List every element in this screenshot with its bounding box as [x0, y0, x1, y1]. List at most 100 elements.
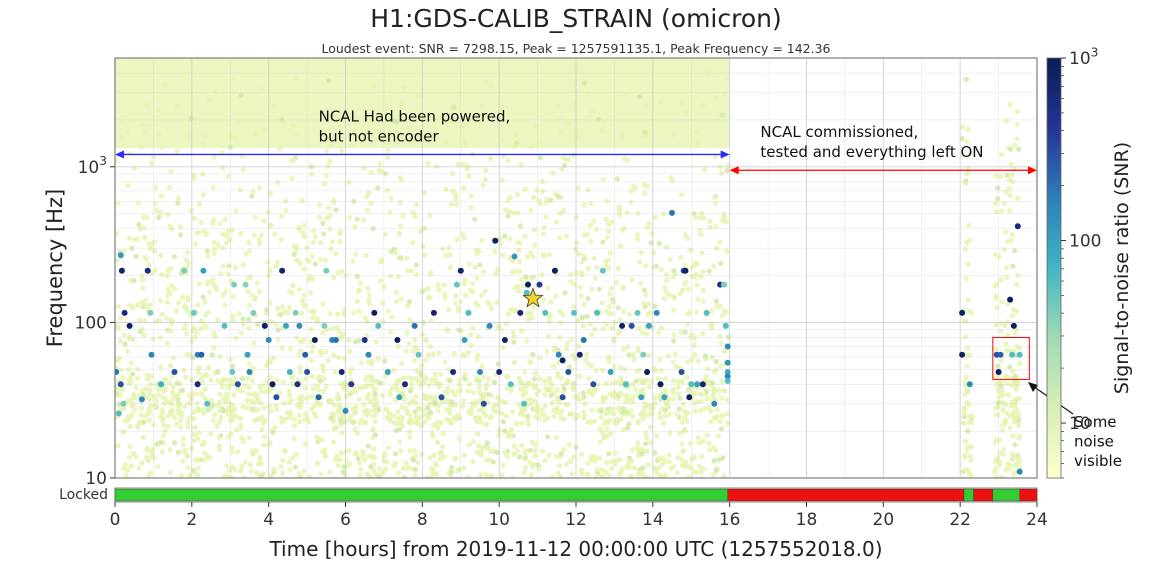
background-trigger: [712, 194, 718, 200]
background-trigger: [478, 472, 484, 478]
background-trigger: [331, 426, 337, 432]
background-trigger: [694, 141, 700, 147]
background-trigger: [324, 148, 330, 154]
background-trigger: [445, 307, 452, 313]
background-trigger: [290, 283, 296, 289]
background-trigger: [296, 412, 302, 419]
background-trigger: [1002, 323, 1008, 329]
background-trigger: [644, 403, 651, 409]
background-trigger: [449, 388, 456, 395]
background-trigger: [310, 239, 316, 245]
background-trigger: [426, 286, 432, 292]
event-marker: [158, 381, 165, 388]
background-trigger: [286, 304, 292, 310]
background-trigger: [158, 252, 164, 259]
background-trigger: [239, 376, 245, 382]
background-trigger: [375, 185, 381, 191]
background-trigger: [290, 157, 296, 163]
background-trigger: [306, 258, 312, 264]
background-trigger: [302, 411, 308, 417]
background-trigger: [180, 458, 186, 464]
background-trigger: [372, 455, 378, 461]
background-trigger: [448, 201, 454, 207]
background-trigger: [168, 283, 174, 289]
background-trigger: [589, 331, 595, 337]
background-trigger: [1003, 402, 1009, 408]
background-trigger: [536, 197, 542, 203]
background-trigger: [662, 413, 668, 419]
background-trigger: [365, 382, 371, 388]
background-trigger: [478, 103, 484, 109]
background-trigger: [407, 448, 413, 454]
background-trigger: [158, 193, 164, 199]
background-trigger: [153, 267, 159, 273]
background-trigger: [407, 400, 413, 406]
background-trigger: [466, 442, 472, 448]
background-trigger: [713, 223, 719, 229]
event-marker: [646, 322, 652, 329]
event-marker: [966, 381, 973, 388]
background-trigger: [499, 177, 505, 183]
event-marker: [279, 267, 286, 274]
background-trigger: [694, 282, 700, 288]
background-trigger: [661, 284, 668, 290]
background-trigger: [331, 200, 337, 206]
event-marker: [1016, 468, 1023, 475]
background-trigger: [636, 325, 642, 331]
background-trigger: [607, 303, 613, 310]
background-trigger: [261, 442, 267, 448]
background-trigger: [209, 403, 215, 409]
background-trigger: [637, 470, 643, 477]
background-trigger: [961, 409, 967, 415]
background-trigger: [328, 213, 334, 219]
background-trigger: [691, 455, 697, 461]
background-trigger: [515, 210, 521, 216]
background-trigger: [614, 279, 620, 286]
background-trigger: [328, 246, 334, 252]
background-trigger: [386, 410, 392, 416]
background-trigger: [668, 466, 674, 472]
background-trigger: [250, 451, 256, 457]
background-trigger: [346, 179, 352, 185]
background-trigger: [479, 363, 485, 370]
background-trigger: [247, 275, 253, 281]
background-trigger: [284, 410, 290, 416]
background-trigger: [539, 407, 545, 413]
background-trigger: [296, 286, 302, 292]
background-trigger: [449, 469, 455, 475]
background-trigger: [473, 416, 479, 422]
background-trigger: [676, 406, 682, 412]
background-trigger: [685, 236, 691, 242]
background-trigger: [469, 281, 475, 287]
background-trigger: [189, 391, 195, 397]
background-trigger: [491, 409, 497, 415]
background-trigger: [337, 422, 343, 428]
background-trigger: [134, 375, 140, 381]
background-trigger: [676, 391, 682, 397]
background-trigger: [579, 272, 586, 278]
background-trigger: [264, 307, 270, 313]
background-trigger: [324, 163, 331, 169]
background-trigger: [461, 398, 467, 404]
background-trigger: [455, 161, 461, 168]
background-trigger: [615, 305, 621, 311]
background-trigger: [595, 382, 601, 388]
background-trigger: [422, 252, 428, 258]
background-trigger: [472, 264, 478, 270]
background-trigger: [686, 386, 692, 392]
background-trigger: [485, 391, 491, 397]
background-trigger: [366, 408, 373, 415]
x-tick-label: 6: [340, 510, 351, 530]
background-trigger: [530, 304, 536, 310]
background-trigger: [297, 261, 303, 267]
background-trigger: [1007, 177, 1013, 183]
background-trigger: [528, 472, 534, 478]
background-trigger: [208, 377, 214, 383]
background-trigger: [156, 131, 162, 137]
background-trigger: [447, 252, 453, 258]
background-trigger: [360, 450, 366, 456]
background-trigger: [346, 214, 353, 220]
background-trigger: [691, 335, 698, 341]
background-trigger: [546, 252, 553, 258]
background-trigger: [558, 451, 564, 457]
